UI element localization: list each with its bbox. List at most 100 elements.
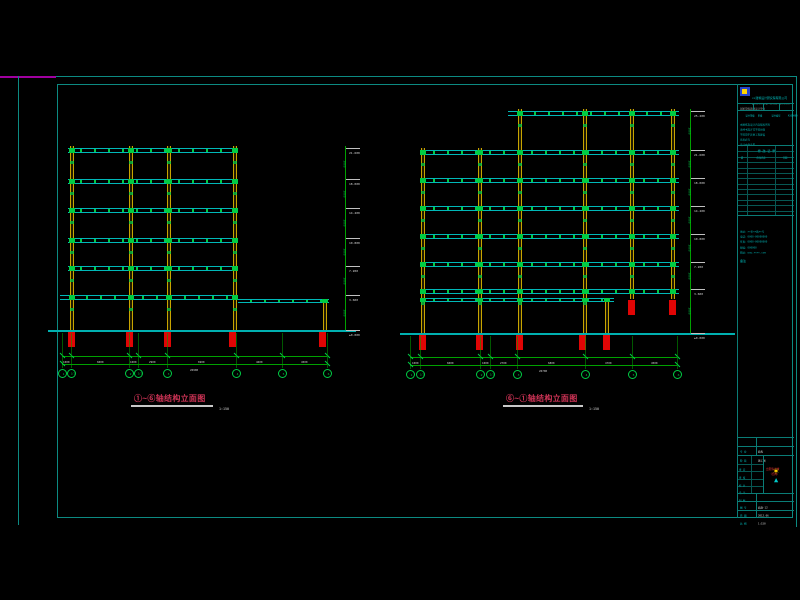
grid-bubble-label: 5 [632, 373, 634, 377]
info-divider [756, 438, 757, 446]
revision-cell [738, 179, 748, 184]
revision-cell [738, 168, 748, 173]
level-label: 25.200 [694, 114, 705, 118]
beam [421, 289, 679, 294]
column-node [69, 208, 75, 213]
column-splice-mark [421, 219, 425, 222]
grid-extension-line [282, 333, 283, 368]
revision-row [738, 172, 794, 179]
level-label: 7.200 [694, 265, 704, 269]
column-node [629, 178, 635, 183]
revision-row [738, 167, 794, 173]
beam [68, 238, 238, 243]
revision-cell: 版 [738, 146, 748, 159]
column-splice-mark [233, 221, 237, 224]
column-node [670, 289, 676, 294]
column-node [232, 208, 238, 213]
stamp-text-line2: （结构） [769, 472, 780, 476]
column-node [477, 298, 483, 302]
beam [238, 299, 329, 303]
floor-height-label: 3600 [342, 276, 347, 285]
column-splice-mark [630, 124, 634, 127]
signature-label: 审 定 [739, 468, 746, 471]
revision-row [738, 210, 794, 216]
revision-table: 版修改内容 日期 [738, 146, 794, 216]
grid-bubble: 6 [672, 370, 682, 379]
signature-block: 审 定审 核校 对设 计制 图 出图专用章 （结构） ✶ ▲ [738, 455, 794, 502]
column-splice-mark [70, 308, 74, 311]
column [421, 148, 425, 333]
grid-bubble-label: 6 [677, 373, 679, 377]
company-name: ××建筑设计研究院有限公司 [752, 96, 788, 100]
column-splice-mark [167, 221, 171, 224]
level-label: 14.400 [694, 209, 705, 213]
column-splice-mark [518, 219, 522, 222]
grid-extension-line [62, 333, 63, 368]
grid-extension-line [632, 336, 633, 369]
level-label: ±0.000 [349, 333, 360, 337]
column-node [670, 111, 676, 116]
column-node [629, 234, 635, 239]
column-splice-mark [421, 247, 425, 250]
column-splice-mark [421, 163, 425, 166]
revision-row [738, 156, 794, 163]
company-cert-line: 国家甲级勘察设计单位 [740, 107, 766, 111]
signature-divider [751, 479, 752, 487]
grid-bubble: 5 [277, 369, 287, 378]
beam [421, 150, 679, 155]
level-label: 3.600 [694, 292, 704, 296]
grid-bubble: 5 [627, 370, 637, 379]
contact-line: 电话：0000-00000000 [740, 235, 768, 239]
certificate-row: 证书等级 甲级 证书编号 A100000 [738, 103, 797, 117]
drawing-title-left-underline [131, 405, 213, 407]
column-splice-mark [478, 219, 482, 222]
beam [60, 295, 238, 300]
level-marker [691, 150, 705, 151]
column [671, 109, 675, 299]
column-node [670, 234, 676, 239]
grid-bubble-label: 1 [410, 373, 412, 377]
level-marker [346, 238, 360, 239]
column-splice-mark [129, 308, 133, 311]
grid-bubble: 2 [124, 369, 134, 378]
floor-height-label: 3600 [342, 308, 347, 317]
grid-bubble-label: 1/1 [419, 373, 424, 377]
floor-height-label: 3600 [342, 248, 347, 256]
grid-extension-line [138, 333, 139, 368]
column [478, 148, 482, 333]
beam [421, 206, 679, 211]
column-splice-mark [583, 219, 587, 222]
level-marker [691, 262, 705, 263]
stamp-text-line1: 出图专用章 [766, 467, 780, 471]
level-label: 21.600 [349, 151, 360, 155]
level-marker [691, 234, 705, 235]
grid-bubble: 1 [405, 370, 415, 379]
column-base [579, 335, 586, 350]
column [630, 109, 634, 299]
grid-bubble-label: 5 [282, 372, 284, 376]
column-splice-mark [583, 191, 587, 194]
grid-bubble: 2/1 [133, 369, 143, 378]
beam [421, 234, 679, 239]
column-splice-mark [70, 279, 74, 282]
drawing-title-right: ⑥~①轴结构立面图 [506, 394, 578, 403]
revision-row [738, 151, 794, 157]
grid-bubble: 4 [231, 369, 241, 378]
column-splice-mark [518, 191, 522, 194]
revision-cell [738, 152, 748, 157]
column-node [128, 148, 134, 153]
revision-cell [738, 211, 748, 216]
column [323, 299, 327, 330]
dim-value: 6000 [446, 361, 454, 365]
column-splice-mark [129, 192, 133, 195]
revision-cell [748, 179, 776, 184]
company-logo-icon [740, 87, 750, 96]
frame-top-magenta-segment [0, 76, 56, 78]
column-splice-mark [129, 251, 133, 254]
column-node [69, 266, 75, 271]
column-splice-mark [70, 221, 74, 224]
grid-bubble-label: 1/1 [70, 372, 75, 376]
column-node [582, 298, 588, 302]
dim-value: 1000 [411, 361, 419, 365]
